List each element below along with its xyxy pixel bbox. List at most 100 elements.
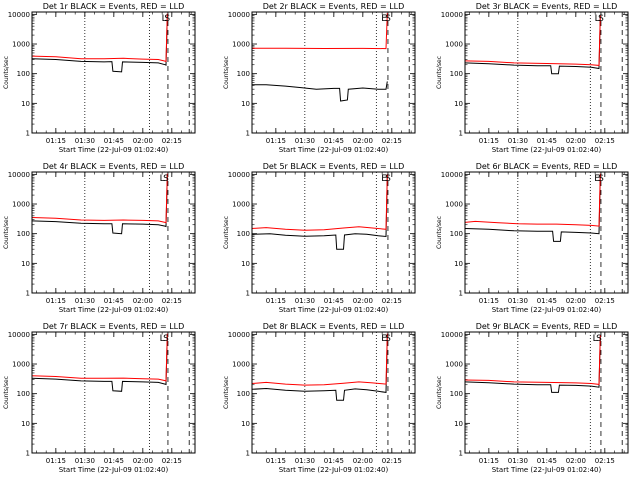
y-axis-label: Counts/sec [3, 376, 10, 409]
y-tick-label: 10000 [441, 171, 463, 179]
y-tick-label: 10000 [441, 11, 463, 19]
x-tick-label: 01:45 [537, 457, 557, 465]
x-tick-label: 01:30 [295, 297, 315, 305]
event-marker-label: S [596, 334, 602, 344]
y-tick-label: 100 [237, 230, 250, 238]
plot-frame [251, 331, 416, 454]
x-tick-label: 01:45 [537, 297, 557, 305]
x-tick-label: 02:15 [595, 457, 615, 465]
x-axis-label: Start Time (22-Jul-09 01:02:40) [492, 466, 602, 474]
x-tick-label: 01:15 [479, 137, 499, 145]
x-axis-label: Start Time (22-Jul-09 01:02:40) [279, 146, 389, 154]
y-tick-label: 10 [454, 100, 463, 108]
y-tick-label: 1 [246, 130, 250, 138]
x-tick-label: 01:45 [104, 137, 124, 145]
chart-title: Det 8r BLACK = Events, RED = LLD [263, 322, 405, 331]
x-tick-label: 02:00 [566, 457, 586, 465]
x-tick-label: 02:15 [382, 137, 402, 145]
event-marker-label: L [593, 334, 598, 344]
chart-title: Det 1r BLACK = Events, RED = LLD [43, 2, 185, 11]
plot-frame [31, 331, 196, 454]
y-tick-label: 1000 [12, 201, 30, 209]
y-tick-label: 1 [459, 290, 463, 298]
y-tick-label: 1000 [445, 41, 463, 49]
x-tick-label: 02:00 [566, 137, 586, 145]
y-axis-label: Counts/sec [436, 376, 443, 409]
x-tick-label: 01:30 [508, 137, 528, 145]
y-tick-label: 1000 [445, 361, 463, 369]
chart-title: Det 3r BLACK = Events, RED = LLD [476, 2, 618, 11]
series-line-lld [31, 173, 168, 224]
y-tick-label: 1 [246, 290, 250, 298]
x-tick-label: 02:15 [162, 137, 182, 145]
chart-panel-8: Det 8r BLACK = Events, RED = LLD Counts/s… [223, 322, 416, 474]
y-tick-label: 1000 [232, 361, 250, 369]
event-marker-label: E [381, 14, 387, 24]
x-axis-label: Start Time (22-Jul-09 01:02:40) [492, 306, 602, 314]
chart-panel-1: Det 1r BLACK = Events, RED = LLD Counts/s… [3, 2, 196, 154]
event-marker-label: S [385, 334, 391, 344]
y-tick-label: 10000 [8, 171, 30, 179]
series-line-lld [251, 174, 388, 231]
y-axis-label: Counts/sec [223, 216, 230, 249]
y-tick-label: 100 [450, 390, 463, 398]
x-tick-label: 01:45 [324, 137, 344, 145]
y-axis-label: Counts/sec [436, 216, 443, 249]
x-axis-label: Start Time (22-Jul-09 01:02:40) [59, 146, 169, 154]
plot-frame [464, 331, 629, 454]
x-tick-label: 01:30 [75, 137, 95, 145]
event-marker-label: S [598, 14, 604, 24]
x-tick-label: 02:15 [382, 297, 402, 305]
x-axis-label: Start Time (22-Jul-09 01:02:40) [279, 306, 389, 314]
x-tick-label: 01:15 [266, 297, 286, 305]
event-marker-label: L [162, 14, 167, 24]
chart-title: Det 6r BLACK = Events, RED = LLD [476, 162, 618, 171]
y-tick-label: 10 [454, 420, 463, 428]
y-tick-label: 10000 [8, 331, 30, 339]
plot-frame [31, 171, 196, 294]
event-marker-label: S [385, 174, 391, 184]
x-tick-label: 02:00 [133, 297, 153, 305]
y-tick-label: 10000 [8, 11, 30, 19]
y-tick-label: 10 [454, 260, 463, 268]
y-tick-label: 1 [459, 450, 463, 458]
y-tick-label: 10 [21, 420, 30, 428]
plot-frame [464, 171, 629, 294]
y-tick-label: 10000 [228, 171, 250, 179]
series-line-lld [31, 333, 168, 382]
x-tick-label: 01:15 [266, 137, 286, 145]
series-line-lld [464, 173, 601, 227]
chart-panel-2: Det 2r BLACK = Events, RED = LLD Counts/s… [223, 2, 416, 154]
x-tick-label: 01:45 [324, 457, 344, 465]
x-tick-label: 01:15 [479, 297, 499, 305]
series-line-events [464, 17, 601, 75]
y-tick-label: 10 [241, 260, 250, 268]
series-line-lld [31, 13, 168, 63]
y-tick-label: 1 [246, 450, 250, 458]
chart-panel-9: Det 9r BLACK = Events, RED = LLD Counts/s… [436, 322, 629, 474]
chart-panel-7: Det 7r BLACK = Events, RED = LLD Counts/s… [3, 322, 196, 474]
x-tick-label: 02:00 [353, 457, 373, 465]
chart-title: Det 5r BLACK = Events, RED = LLD [263, 162, 405, 171]
x-tick-label: 01:30 [75, 297, 95, 305]
x-tick-label: 01:30 [508, 297, 528, 305]
event-marker-label: L [160, 174, 165, 184]
chart-title: Det 2r BLACK = Events, RED = LLD [263, 2, 405, 11]
series-line-lld [464, 15, 601, 66]
series-line-lld [251, 333, 388, 386]
x-tick-label: 02:15 [162, 297, 182, 305]
event-marker-label: S [163, 174, 169, 184]
x-tick-label: 02:15 [595, 297, 615, 305]
x-tick-label: 01:45 [104, 457, 124, 465]
y-tick-label: 1 [459, 130, 463, 138]
x-tick-label: 01:45 [537, 137, 557, 145]
y-tick-label: 100 [17, 390, 30, 398]
chart-panel-5: Det 5r BLACK = Events, RED = LLD Counts/s… [223, 162, 416, 314]
y-tick-label: 10 [241, 420, 250, 428]
x-axis-label: Start Time (22-Jul-09 01:02:40) [492, 146, 602, 154]
y-tick-label: 1000 [232, 201, 250, 209]
y-tick-label: 100 [237, 70, 250, 78]
y-tick-label: 100 [450, 230, 463, 238]
x-tick-label: 01:15 [46, 457, 66, 465]
